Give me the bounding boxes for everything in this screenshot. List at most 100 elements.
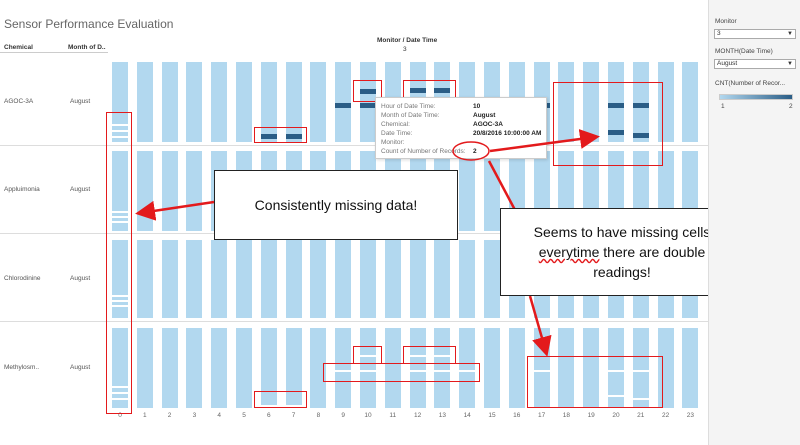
heatmap-cell[interactable] bbox=[583, 328, 600, 408]
heatmap-cell[interactable] bbox=[608, 328, 624, 408]
heatmap-cell[interactable] bbox=[335, 328, 352, 408]
tooltip-row: Month of Date Time: August bbox=[381, 112, 546, 120]
heatmap-cell[interactable] bbox=[186, 328, 203, 408]
heatmap-cell[interactable] bbox=[136, 240, 153, 318]
missing-gap bbox=[112, 386, 128, 388]
heatmap-cell[interactable] bbox=[112, 328, 128, 408]
missing-gap bbox=[112, 124, 128, 126]
heatmap-cell[interactable] bbox=[236, 328, 252, 408]
heatmap-cell[interactable] bbox=[161, 328, 178, 408]
highlight-missing-10 bbox=[353, 346, 382, 364]
missing-gap bbox=[112, 392, 128, 394]
heatmap-cell[interactable] bbox=[682, 328, 699, 408]
missing-gap bbox=[434, 370, 451, 372]
heatmap-cell[interactable] bbox=[484, 328, 500, 408]
heatmap-cell[interactable] bbox=[360, 62, 376, 142]
highlight-double-10 bbox=[353, 80, 382, 102]
missing-gap bbox=[260, 405, 277, 407]
heatmap-cell[interactable] bbox=[211, 62, 228, 142]
heatmap-cell[interactable] bbox=[384, 328, 401, 408]
heatmap-cell[interactable] bbox=[285, 328, 302, 408]
x-tick-label: 21 bbox=[637, 412, 645, 419]
row-label-month-0: August bbox=[70, 98, 91, 105]
heatmap-cell[interactable] bbox=[310, 328, 327, 408]
double-reading-mark bbox=[285, 134, 302, 139]
callout-line: Seems to have missing cells bbox=[533, 224, 711, 240]
heatmap-cell[interactable] bbox=[632, 328, 649, 408]
header-divider bbox=[0, 52, 108, 53]
heatmap-cell[interactable] bbox=[459, 151, 476, 231]
heatmap-cell[interactable] bbox=[335, 62, 352, 142]
heatmap-cell[interactable] bbox=[211, 240, 228, 318]
heatmap-cell[interactable] bbox=[285, 240, 302, 318]
heatmap-cell[interactable] bbox=[236, 62, 252, 142]
double-reading-mark bbox=[409, 88, 426, 93]
double-reading-mark bbox=[632, 103, 649, 108]
double-reading-mark bbox=[632, 133, 649, 138]
highlight-missing-17-21 bbox=[527, 356, 663, 408]
heatmap-cell[interactable] bbox=[112, 62, 128, 142]
heatmap-cell[interactable] bbox=[260, 62, 277, 142]
missing-gap bbox=[112, 398, 128, 400]
heatmap-cell[interactable] bbox=[484, 240, 500, 318]
x-tick-label: 7 bbox=[291, 412, 296, 419]
heatmap-cell[interactable] bbox=[484, 151, 500, 231]
heatmap-cell[interactable] bbox=[409, 240, 426, 318]
row-separator bbox=[0, 145, 708, 146]
heatmap-cell[interactable] bbox=[260, 240, 277, 318]
heatmap-cell[interactable] bbox=[434, 240, 451, 318]
missing-gap bbox=[112, 216, 128, 218]
heatmap-cell[interactable] bbox=[459, 240, 476, 318]
heatmap-cell[interactable] bbox=[260, 328, 277, 408]
missing-gap bbox=[335, 370, 352, 372]
row-label-chemical-3: Methylosm.. bbox=[4, 364, 40, 371]
missing-gap bbox=[285, 405, 302, 407]
heatmap-cell[interactable] bbox=[335, 240, 352, 318]
heatmap-cell[interactable] bbox=[434, 328, 451, 408]
heatmap-cell[interactable] bbox=[236, 240, 252, 318]
missing-gap bbox=[459, 370, 476, 372]
heatmap-cell[interactable] bbox=[285, 62, 302, 142]
heatmap-cell[interactable] bbox=[558, 328, 575, 408]
heatmap-cell[interactable] bbox=[161, 62, 178, 142]
heatmap-cell[interactable] bbox=[161, 151, 178, 231]
heatmap-cell[interactable] bbox=[310, 62, 327, 142]
heatmap-cell[interactable] bbox=[409, 328, 426, 408]
heatmap-cell[interactable] bbox=[136, 62, 153, 142]
missing-gap bbox=[533, 370, 550, 372]
heatmap-cell[interactable] bbox=[186, 62, 203, 142]
callout-missing-data: Consistently missing data! bbox=[214, 170, 458, 240]
x-tick-label: 3 bbox=[192, 412, 197, 419]
tooltip-row: Hour of Date Time: 10 bbox=[381, 103, 546, 111]
row-label-chemical-0: AGOC-3A bbox=[4, 98, 34, 105]
x-tick-label: 20 bbox=[612, 412, 620, 419]
filter-sidebar: Monitor 3 ▼ MONTH(Date Time) August ▼ CNT(… bbox=[708, 0, 800, 445]
double-reading-mark bbox=[608, 130, 624, 135]
double-reading-mark bbox=[608, 103, 624, 108]
heatmap-cell[interactable] bbox=[360, 240, 376, 318]
heatmap-cell[interactable] bbox=[161, 240, 178, 318]
tooltip-value: 20/8/2016 10:00:00 AM bbox=[473, 130, 542, 137]
dashboard-title: Sensor Performance Evaluation bbox=[4, 17, 174, 31]
heatmap-cell[interactable] bbox=[186, 240, 203, 318]
heatmap-cell[interactable] bbox=[136, 328, 153, 408]
heatmap-cell[interactable] bbox=[186, 151, 203, 231]
heatmap-cell[interactable] bbox=[310, 240, 327, 318]
missing-gap bbox=[112, 211, 128, 213]
double-reading-mark bbox=[260, 134, 277, 139]
monitor-dropdown-value: 3 bbox=[717, 30, 721, 37]
heatmap-cell[interactable] bbox=[508, 328, 525, 408]
heatmap-cell[interactable] bbox=[384, 240, 401, 318]
heatmap-cell[interactable] bbox=[211, 328, 228, 408]
heatmap-cell[interactable] bbox=[112, 240, 128, 318]
heatmap-cell[interactable] bbox=[682, 62, 699, 142]
heatmap-cell[interactable] bbox=[360, 328, 376, 408]
missing-gap bbox=[112, 130, 128, 132]
heatmap-cell[interactable] bbox=[136, 151, 153, 231]
heatmap-cell[interactable] bbox=[459, 328, 476, 408]
heatmap-cell[interactable] bbox=[657, 328, 674, 408]
missing-gap bbox=[409, 370, 426, 372]
monitor-dropdown[interactable]: 3 ▼ bbox=[714, 29, 796, 39]
month-dropdown[interactable]: August ▼ bbox=[714, 59, 796, 69]
legend-max: 2 bbox=[789, 103, 793, 110]
